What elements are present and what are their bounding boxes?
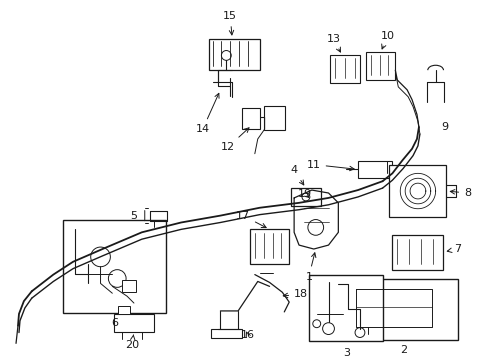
Circle shape — [312, 320, 320, 328]
Bar — [391, 235, 443, 270]
Bar — [263, 105, 285, 130]
Text: 13: 13 — [326, 34, 340, 52]
Text: 7: 7 — [447, 244, 461, 254]
Bar — [290, 188, 320, 206]
Circle shape — [91, 247, 110, 267]
Text: 15: 15 — [223, 11, 237, 35]
Bar — [388, 166, 446, 217]
Text: 5: 5 — [130, 211, 137, 221]
Text: 4: 4 — [290, 165, 303, 185]
Circle shape — [322, 323, 334, 334]
Text: 11: 11 — [306, 159, 353, 171]
Bar — [122, 280, 136, 292]
Bar — [208, 39, 259, 70]
Text: 16: 16 — [241, 330, 254, 341]
Bar — [63, 220, 166, 313]
Bar — [114, 314, 153, 332]
Circle shape — [108, 270, 126, 287]
Text: 2: 2 — [399, 345, 406, 355]
Bar — [357, 161, 391, 178]
Bar — [347, 279, 457, 341]
Circle shape — [363, 333, 371, 341]
Bar — [118, 306, 130, 314]
Text: 1: 1 — [305, 253, 315, 282]
Bar — [365, 53, 394, 80]
Text: 9: 9 — [440, 122, 447, 132]
Text: 19: 19 — [297, 189, 311, 199]
Text: 20: 20 — [124, 335, 139, 350]
Text: 18: 18 — [283, 289, 307, 299]
Circle shape — [354, 328, 364, 337]
Text: 12: 12 — [221, 128, 248, 152]
Bar — [210, 329, 242, 338]
Circle shape — [302, 193, 309, 201]
Bar — [242, 108, 259, 129]
Text: 10: 10 — [380, 31, 394, 49]
Circle shape — [307, 220, 323, 235]
Bar — [330, 55, 359, 83]
Bar — [249, 229, 288, 264]
Bar — [308, 275, 382, 341]
Text: 17: 17 — [236, 211, 265, 228]
Text: 6: 6 — [111, 318, 118, 328]
Circle shape — [221, 50, 231, 60]
Text: 8: 8 — [449, 188, 470, 198]
Text: 3: 3 — [342, 348, 349, 358]
Text: 14: 14 — [195, 93, 219, 134]
